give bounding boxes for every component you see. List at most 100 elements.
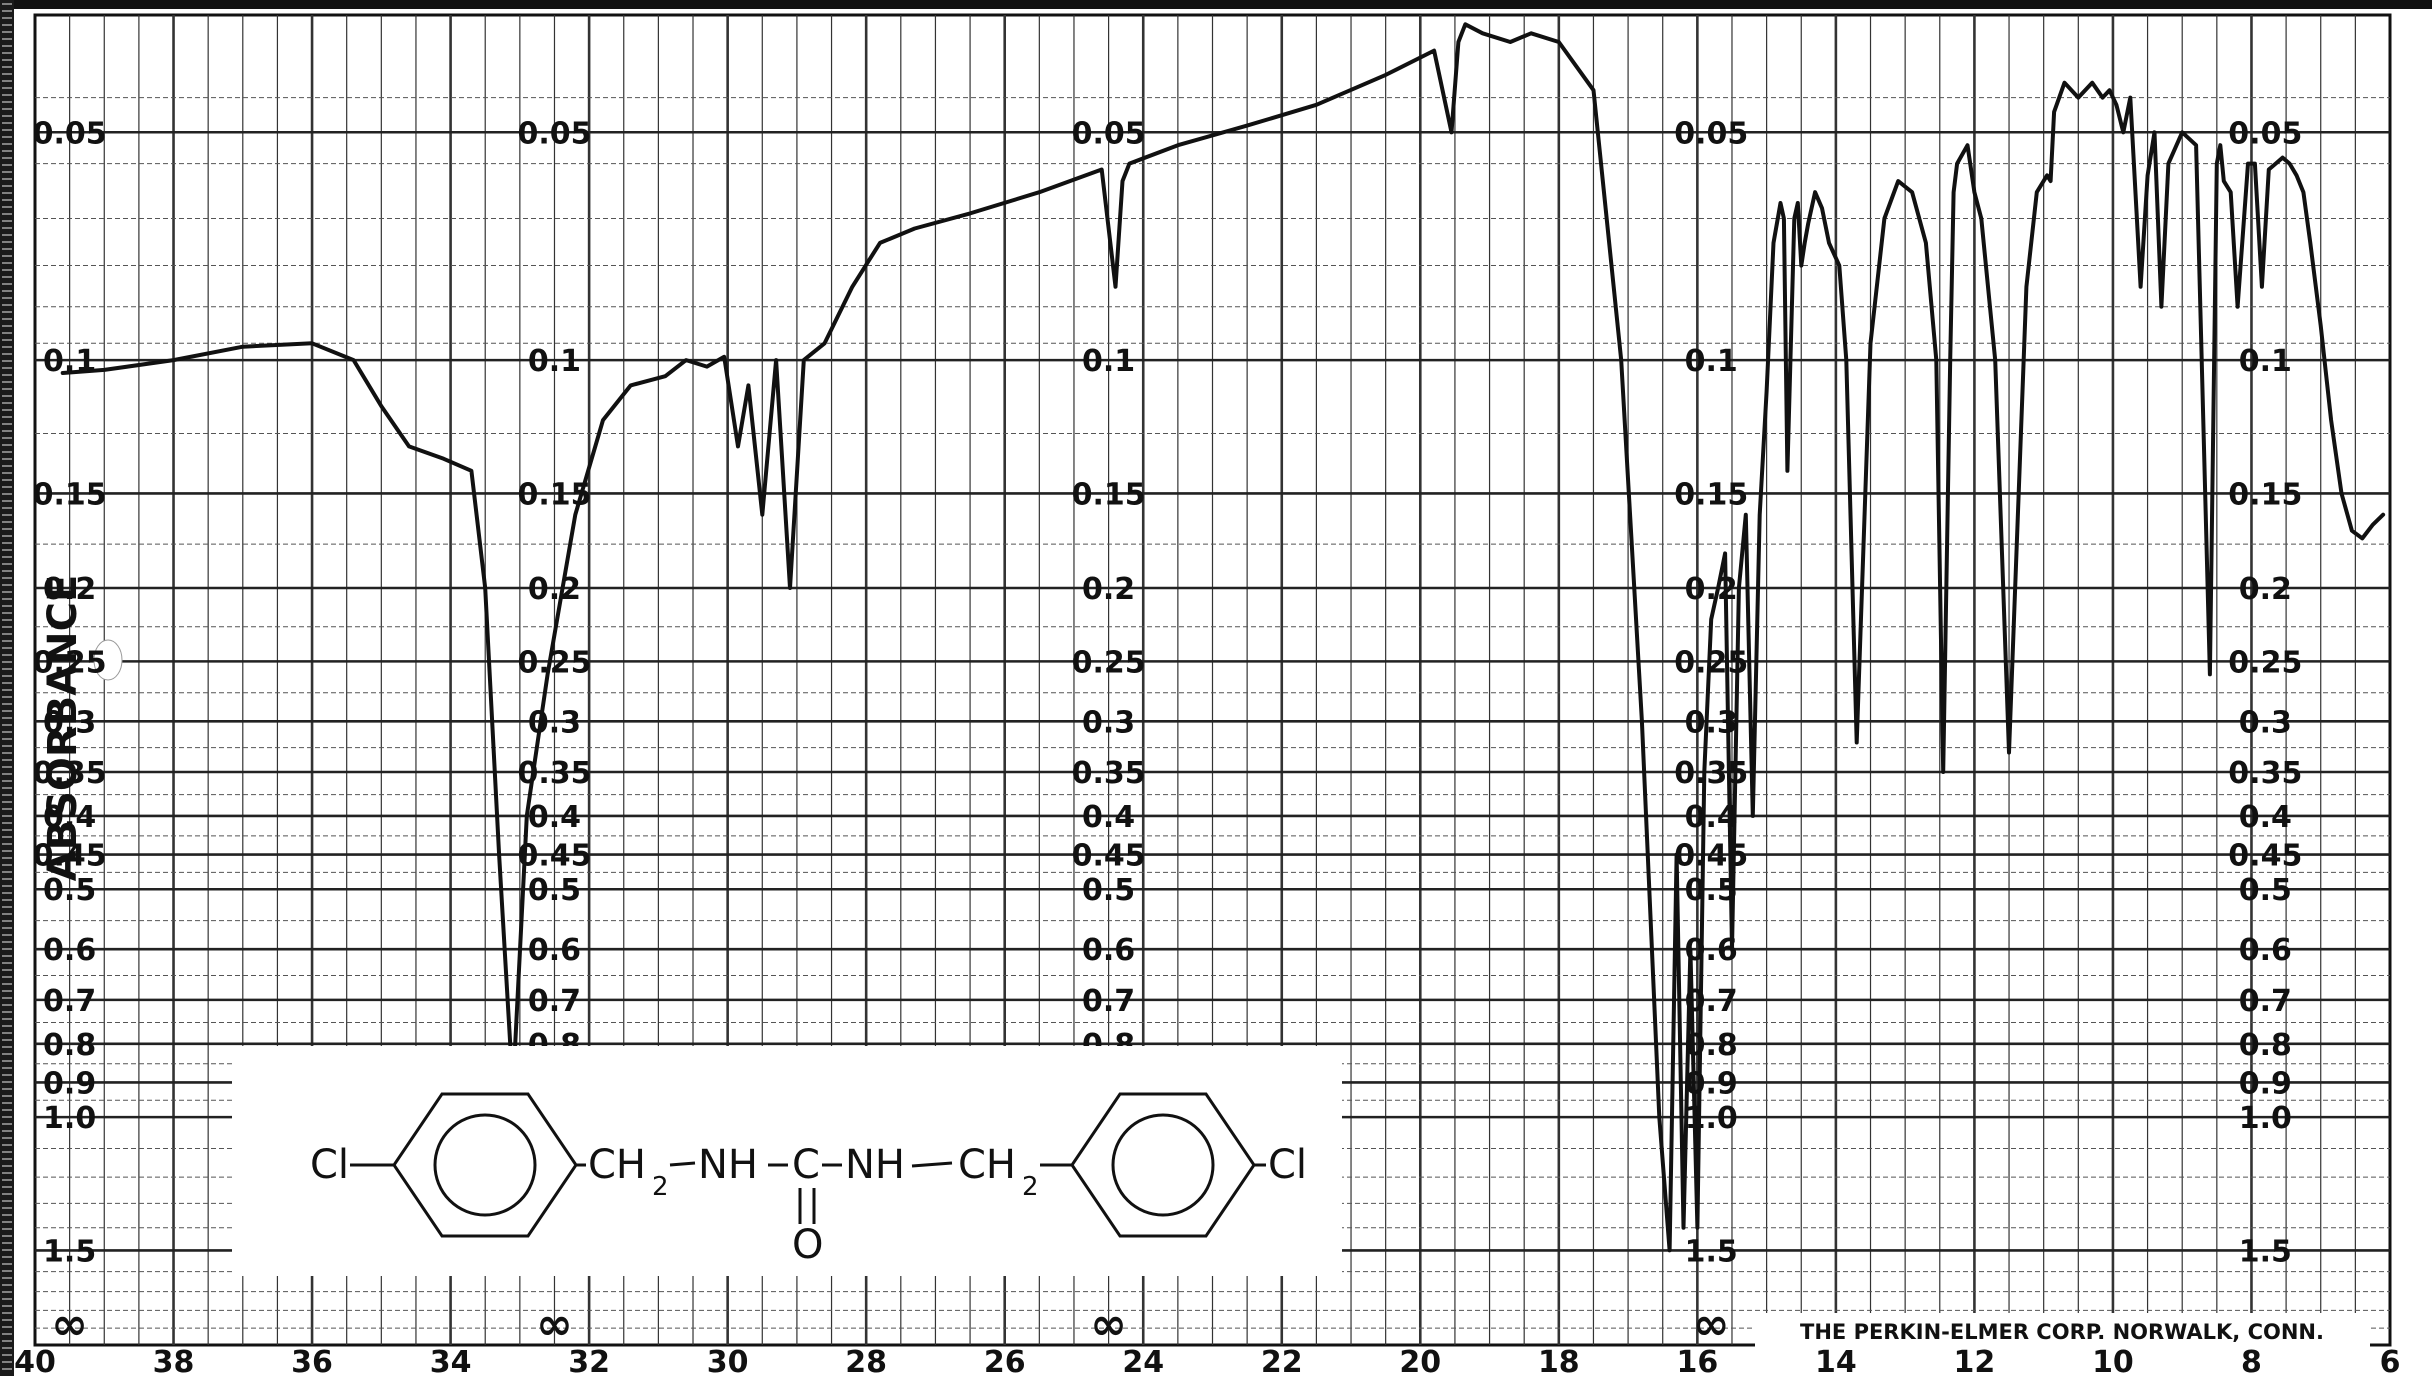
absorbance-tick-label: 0.45 (1674, 839, 1748, 874)
absorbance-tick-label: 0.4 (2239, 800, 2292, 835)
benzene-ring-right-circle (1111, 1113, 1215, 1217)
absorbance-tick-label: 0.3 (1082, 705, 1135, 740)
absorbance-tick-label: 0.05 (2228, 116, 2302, 151)
x-tick-label: 24 (1122, 1345, 1164, 1376)
manufacturer-note-background (1755, 1313, 2370, 1347)
structure-ch2-right-subscript: 2 (1022, 1172, 1039, 1202)
punch-hole (93, 639, 123, 681)
absorbance-tick-label: 0.6 (1685, 933, 1738, 968)
absorbance-tick-label: 0.5 (43, 873, 96, 908)
absorbance-tick-label: 1.0 (2239, 1101, 2292, 1136)
absorbance-tick-label: 0.3 (43, 705, 96, 740)
x-tick-label: 12 (1954, 1345, 1996, 1376)
structure-oxygen: O (792, 1222, 823, 1268)
absorbance-tick-label: 0.25 (517, 645, 591, 680)
x-tick-label: 22 (1261, 1345, 1303, 1376)
absorbance-tick-label: 0.25 (33, 645, 107, 680)
x-tick-label: 16 (1676, 1345, 1718, 1376)
absorbance-tick-label: 0.7 (2239, 984, 2292, 1019)
x-tick-label: 18 (1538, 1345, 1580, 1376)
y-axis-label: ABSORBANCE (40, 575, 86, 882)
chemical-structure-inset: Cl CH 2 NH C O NH CH 2 Cl (232, 1046, 1342, 1276)
structure-bond (669, 1161, 696, 1167)
structure-carbonyl-carbon: C (792, 1142, 820, 1188)
absorbance-tick-label: ∞ (1090, 1299, 1127, 1350)
x-tick-label: 6 (2380, 1345, 2401, 1376)
absorbance-tick-label: 0.2 (2239, 572, 2292, 607)
absorbance-tick-label: 0.25 (2228, 645, 2302, 680)
absorbance-tick-label: 0.35 (517, 756, 591, 791)
absorbance-tick-label: 0.35 (33, 756, 107, 791)
left-edge-strip (0, 0, 123, 1376)
structure-ch2-left-subscript: 2 (652, 1172, 669, 1202)
absorbance-tick-label: 0.6 (2239, 933, 2292, 968)
absorbance-tick-label: 0.2 (528, 572, 581, 607)
absorbance-tick-label: 0.6 (43, 933, 96, 968)
structure-right-chlorine: Cl (1268, 1142, 1307, 1188)
absorbance-tick-label: 0.45 (1072, 839, 1146, 874)
absorbance-tick-label: 0.45 (33, 839, 107, 874)
x-axis-tick-labels: 40 38 36 34 32 30 28 26 24 22 20 18 16 14 12 10 8 6 (14, 1345, 2400, 1376)
absorbance-tick-label: 0.25 (1072, 645, 1146, 680)
absorbance-tick-label: 0.1 (528, 344, 581, 379)
absorbance-tick-label: ∞ (51, 1299, 88, 1350)
absorbance-tick-label: 0.15 (1072, 477, 1146, 512)
structure-ch2-right: CH (958, 1142, 1016, 1188)
spectrum-series (60, 22, 2386, 1253)
x-tick-label: 38 (153, 1345, 195, 1376)
x-tick-label: 32 (568, 1345, 610, 1376)
absorbance-tick-label: 0.4 (528, 800, 581, 835)
absorbance-tick-label: 0.15 (1674, 477, 1748, 512)
absorbance-tick-label: 0.5 (1082, 873, 1135, 908)
x-tick-label: 28 (845, 1345, 887, 1376)
absorbance-tick-label: 0.8 (43, 1028, 96, 1063)
x-tick-label: 20 (1399, 1345, 1441, 1376)
absorbance-tick-label: 0.15 (33, 477, 107, 512)
benzene-ring-left-circle (433, 1113, 537, 1217)
absorbance-tick-label: 0.35 (2228, 756, 2302, 791)
structure-nh-right: NH (845, 1142, 905, 1188)
absorbance-tick-label: 0.05 (33, 116, 107, 151)
absorbance-tick-label: 0.1 (1082, 344, 1135, 379)
absorbance-tick-label: 1.5 (1685, 1234, 1738, 1269)
absorbance-tick-label: 0.2 (1685, 572, 1738, 607)
absorbance-tick-label: ∞ (536, 1299, 573, 1350)
absorbance-tick-label: 0.05 (517, 116, 591, 151)
absorbance-tick-label: 1.5 (2239, 1234, 2292, 1269)
spectrum-line (60, 22, 2386, 1253)
x-tick-label: 10 (2092, 1345, 2134, 1376)
absorbance-tick-label: 0.05 (1072, 116, 1146, 151)
absorbance-tick-label: 1.5 (43, 1234, 96, 1269)
absorbance-tick-label: 0.1 (1685, 344, 1738, 379)
absorbance-tick-label: 0.15 (2228, 477, 2302, 512)
structure-inset-background (232, 1046, 1342, 1276)
absorbance-tick-label: 0.5 (2239, 873, 2292, 908)
manufacturer-note: THE PERKIN-ELMER CORP. NORWALK, CONN. (1800, 1320, 2324, 1344)
absorbance-tick-label: 0.05 (1674, 116, 1748, 151)
absorbance-tick-label: ∞ (1693, 1299, 1730, 1350)
absorbance-tick-label: 0.6 (528, 933, 581, 968)
absorbance-tick-label: 0.1 (2239, 344, 2292, 379)
x-tick-label: 36 (291, 1345, 333, 1376)
absorbance-tick-label: 0.7 (1082, 984, 1135, 1019)
x-tick-label: 30 (707, 1345, 749, 1376)
absorbance-tick-label: 0.3 (528, 705, 581, 740)
x-tick-label: 34 (430, 1345, 472, 1376)
structure-bond (911, 1161, 953, 1168)
absorbance-tick-label: 0.9 (2239, 1066, 2292, 1101)
top-border (0, 0, 2432, 9)
x-tick-label: 8 (2241, 1345, 2262, 1376)
absorbance-tick-label: 0.35 (1072, 756, 1146, 791)
structure-left-chlorine: Cl (310, 1142, 349, 1188)
absorbance-tick-label: 0.5 (528, 873, 581, 908)
absorbance-tick-label: 0.6 (1082, 933, 1135, 968)
absorbance-tick-label: 0.45 (517, 839, 591, 874)
absorbance-tick-label: 0.9 (43, 1066, 96, 1101)
absorbance-tick-label: 0.7 (528, 984, 581, 1019)
absorbance-tick-label: 0.7 (43, 984, 96, 1019)
absorbance-tick-label: 0.8 (2239, 1028, 2292, 1063)
x-tick-label: 26 (984, 1345, 1026, 1376)
manufacturer-note-box: THE PERKIN-ELMER CORP. NORWALK, CONN. (1755, 1313, 2370, 1347)
absorbance-tick-label: 0.2 (43, 572, 96, 607)
absorbance-tick-label: 0.4 (1082, 800, 1135, 835)
